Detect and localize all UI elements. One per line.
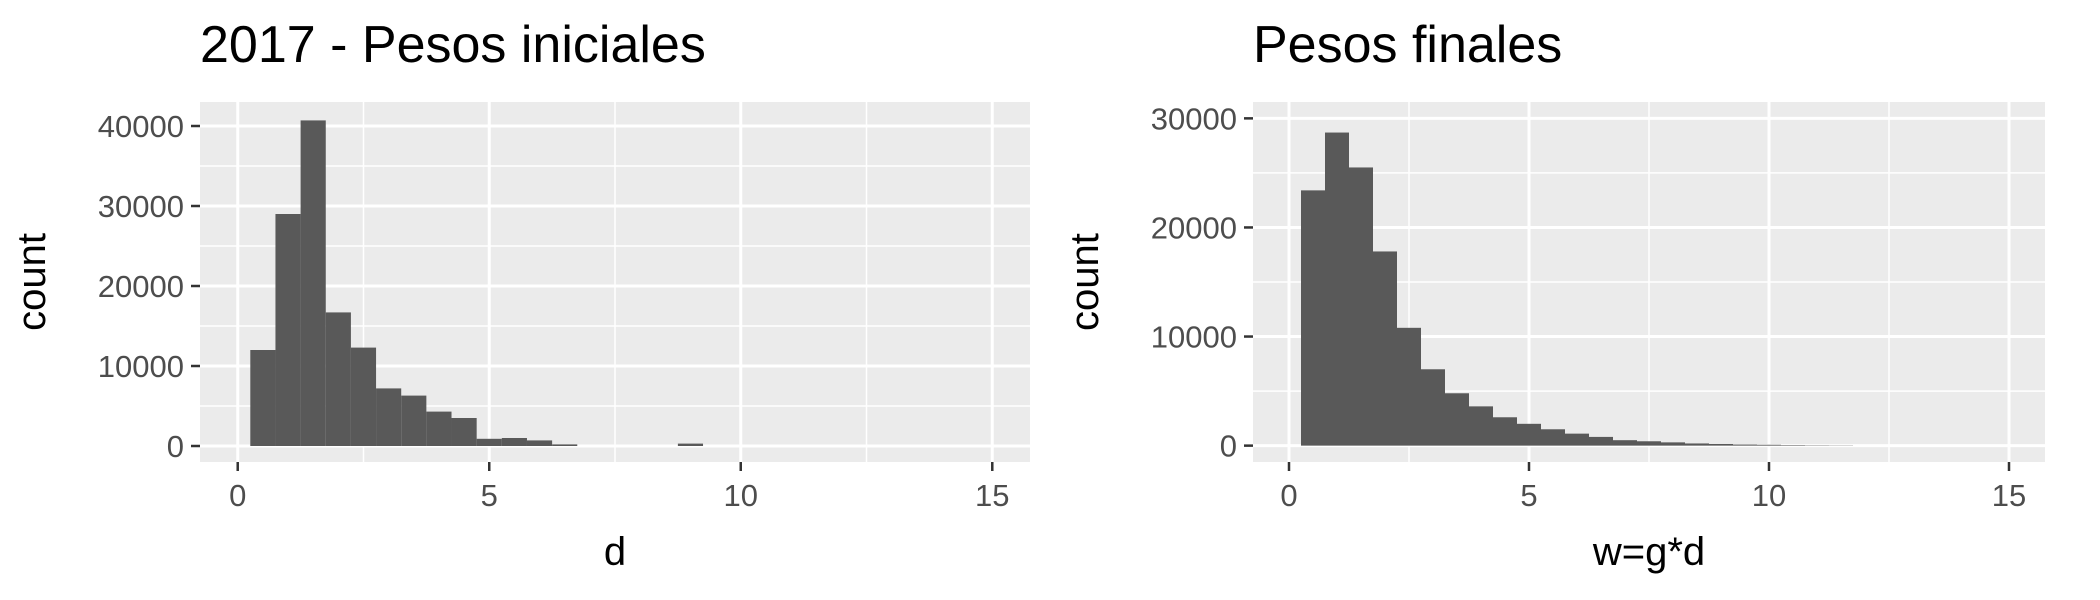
x-tick-label-15: 15 bbox=[1992, 478, 2026, 513]
histogram-bar-2-75 bbox=[1421, 369, 1445, 446]
histogram-bar-4-25 bbox=[1493, 417, 1517, 446]
y-axis-title-initial-weights: count bbox=[10, 233, 54, 331]
histogram-bar-8-75 bbox=[1709, 444, 1733, 446]
histogram-bar-1-25 bbox=[300, 120, 326, 447]
histogram-bar-0-25 bbox=[1301, 190, 1325, 446]
histogram-bar-2-25 bbox=[350, 347, 377, 446]
y-tick-label-20000: 20000 bbox=[98, 269, 184, 304]
histogram-bar-2-25 bbox=[1397, 327, 1421, 446]
chart-initial-weights: 0 5 10 15 0 10000 20000 30000 40000 2017 - Pesos… bbox=[10, 16, 1030, 574]
x-tick-label-10: 10 bbox=[1752, 478, 1786, 513]
histogram-bar-5-75 bbox=[1565, 433, 1589, 446]
x-tick-label-0: 0 bbox=[1280, 478, 1297, 513]
histogram-bar-7-25 bbox=[1637, 441, 1661, 446]
gridlines-initial-weights bbox=[200, 102, 1030, 462]
histogram-bar-9-75 bbox=[1757, 444, 1781, 446]
y-tick-label-20000: 20000 bbox=[1151, 210, 1237, 245]
histogram-bar-5-25 bbox=[1541, 429, 1565, 446]
histogram-bar-7-75 bbox=[1661, 442, 1685, 446]
histogram-bar-1-75 bbox=[1373, 251, 1397, 446]
histogram-bar-8-25 bbox=[1685, 443, 1709, 446]
y-tick-label-10000: 10000 bbox=[1151, 320, 1237, 355]
x-axis-title-final-weights: w=g*d bbox=[1592, 530, 1705, 574]
histogram-bar-5-25 bbox=[501, 438, 527, 446]
x-tick-label-15: 15 bbox=[975, 478, 1009, 513]
histogram-bar-9-25 bbox=[1733, 444, 1757, 446]
histogram-bar-4-25 bbox=[451, 418, 477, 446]
y-tick-label-30000: 30000 bbox=[98, 189, 184, 224]
histogram-bar-1-75 bbox=[325, 312, 351, 446]
histogram-bar-3-25 bbox=[1445, 393, 1469, 446]
y-tick-label-40000: 40000 bbox=[98, 109, 184, 144]
histogram-bar-0-75 bbox=[275, 214, 301, 446]
histogram-bar-3-25 bbox=[401, 395, 427, 446]
chart-title-initial-weights: 2017 - Pesos iniciales bbox=[200, 16, 706, 74]
histogram-bar-2-75 bbox=[376, 388, 402, 446]
histogram-bar-5-75 bbox=[526, 440, 553, 446]
histogram-bar-10-25 bbox=[1781, 445, 1805, 446]
ticks-final-weights: 0 5 10 15 0 10000 20000 30000 bbox=[1151, 101, 2026, 513]
histogram-bar-0-25 bbox=[250, 350, 276, 446]
y-tick-label-10000: 10000 bbox=[98, 349, 184, 384]
histogram-bar-4-75 bbox=[476, 438, 502, 446]
histogram-bar-3-75 bbox=[1469, 406, 1493, 446]
x-axis-title-initial-weights: d bbox=[604, 530, 626, 574]
histogram-bar-8-75 bbox=[677, 443, 704, 446]
x-tick-label-5: 5 bbox=[481, 478, 498, 513]
histogram-bar-3-75 bbox=[426, 411, 452, 446]
bars-initial-weights bbox=[250, 120, 704, 447]
histogram-bar-6-75 bbox=[1613, 440, 1637, 446]
y-tick-label-0: 0 bbox=[1220, 429, 1237, 464]
histogram-bar-6-25 bbox=[552, 444, 578, 446]
y-tick-label-0: 0 bbox=[167, 429, 184, 464]
y-tick-label-30000: 30000 bbox=[1151, 101, 1237, 136]
ticks-initial-weights: 0 5 10 15 0 10000 20000 30000 40000 bbox=[98, 109, 1010, 513]
histogram-bar-4-75 bbox=[1517, 423, 1541, 446]
x-tick-label-5: 5 bbox=[1520, 478, 1537, 513]
bars-final-weights bbox=[1301, 132, 1853, 446]
chart-final-weights: 0 5 10 15 0 10000 20000 30000 Pesos finales w=g… bbox=[1063, 16, 2045, 574]
histogram-bar-1-25 bbox=[1349, 167, 1373, 446]
histogram-bar-6-25 bbox=[1589, 436, 1613, 446]
chart-title-final-weights: Pesos finales bbox=[1253, 16, 1562, 74]
histogram-bar-0-75 bbox=[1325, 132, 1349, 446]
x-tick-label-0: 0 bbox=[229, 478, 246, 513]
y-axis-title-final-weights: count bbox=[1063, 233, 1107, 331]
x-tick-label-10: 10 bbox=[724, 478, 758, 513]
